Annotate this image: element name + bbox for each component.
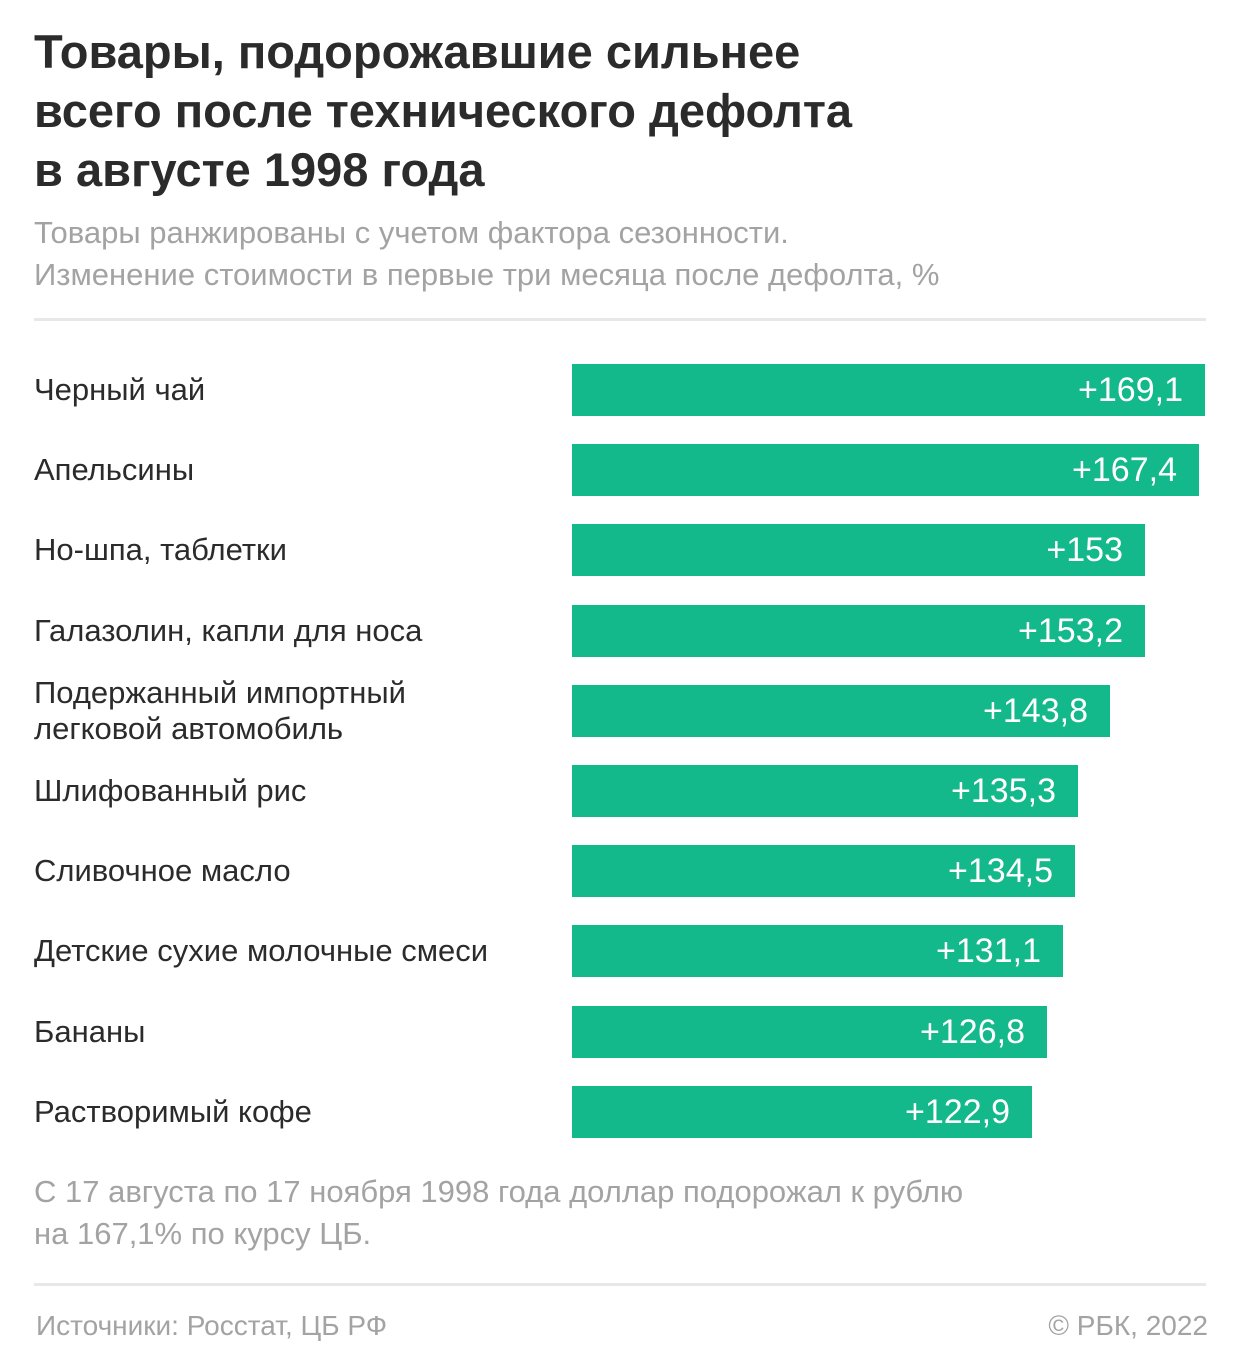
category-label: Сливочное масло [34, 835, 564, 907]
category-label-line: Но-шпа, таблетки [34, 532, 287, 567]
subtitle-line: Изменение стоимости в первые три месяца … [34, 257, 940, 292]
bar: +169,1 [572, 364, 1205, 416]
bar: +153 [572, 524, 1145, 576]
bar-value-label: +153,2 [1018, 612, 1123, 650]
title-line: всего после технического дефолта [34, 84, 853, 137]
category-label: Подержанный импортный легковой автомобиль [34, 675, 564, 747]
bar-value-label: +134,5 [948, 852, 1053, 890]
category-label-line: Детские сухие молочные смеси [34, 933, 489, 968]
category-label-line: Черный чай [34, 372, 206, 407]
category-label: Растворимый кофе [34, 1076, 564, 1148]
bar: +134,5 [572, 845, 1075, 897]
category-label-line: Подержанный импортный [34, 675, 406, 710]
title-line: в августе 1998 года [34, 143, 485, 196]
subtitle-line: Товары ранжированы с учетом фактора сезо… [34, 215, 789, 250]
bar-value-label: +169,1 [1078, 371, 1183, 409]
chart-title: Товары, подорожавшие сильнее всего после… [34, 22, 1184, 199]
category-label-line: Растворимый кофе [34, 1094, 312, 1129]
title-line: Товары, подорожавшие сильнее [34, 25, 801, 78]
bar: +167,4 [572, 444, 1199, 496]
bar-value-label: +143,8 [983, 692, 1088, 730]
top-divider [34, 318, 1206, 321]
bar-value-label: +131,1 [936, 932, 1041, 970]
category-label: Бананы [34, 996, 564, 1068]
category-label-line: Бананы [34, 1014, 146, 1049]
chart-subtitle: Товары ранжированы с учетом фактора сезо… [34, 212, 1204, 296]
category-label-line: Шлифованный рис [34, 773, 307, 808]
category-label: Черный чай [34, 354, 564, 426]
category-label: Детские сухие молочные смеси [34, 915, 564, 987]
bar-value-label: +122,9 [905, 1093, 1010, 1131]
bar: +153,2 [572, 605, 1145, 657]
source-credit: Источники: Росстат, ЦБ РФ [36, 1310, 388, 1341]
footnote-line: на 167,1% по курсу ЦБ. [34, 1216, 372, 1251]
copyright: © РБК, 2022 [1048, 1310, 1208, 1341]
bottom-divider [34, 1283, 1206, 1286]
category-label: Шлифованный рис [34, 755, 564, 827]
category-label: Галазолин, капли для носа [34, 595, 564, 667]
bar-value-label: +153 [1046, 531, 1123, 569]
bar-value-label: +135,3 [951, 772, 1056, 810]
category-label: Но-шпа, таблетки [34, 514, 564, 586]
bar: +135,3 [572, 765, 1078, 817]
bar: +122,9 [572, 1086, 1032, 1138]
category-label-line: Галазолин, капли для носа [34, 613, 423, 648]
bar: +126,8 [572, 1006, 1047, 1058]
bar: +143,8 [572, 685, 1110, 737]
bar: +131,1 [572, 925, 1063, 977]
category-label-line: легковой автомобиль [34, 711, 344, 746]
bar-value-label: +126,8 [920, 1013, 1025, 1051]
footnote: С 17 августа по 17 ноября 1998 года долл… [34, 1171, 1204, 1255]
category-label-line: Сливочное масло [34, 853, 291, 888]
footnote-line: С 17 августа по 17 ноября 1998 года долл… [34, 1174, 964, 1209]
category-label-line: Апельсины [34, 452, 195, 487]
bar-value-label: +167,4 [1072, 451, 1177, 489]
category-label: Апельсины [34, 434, 564, 506]
